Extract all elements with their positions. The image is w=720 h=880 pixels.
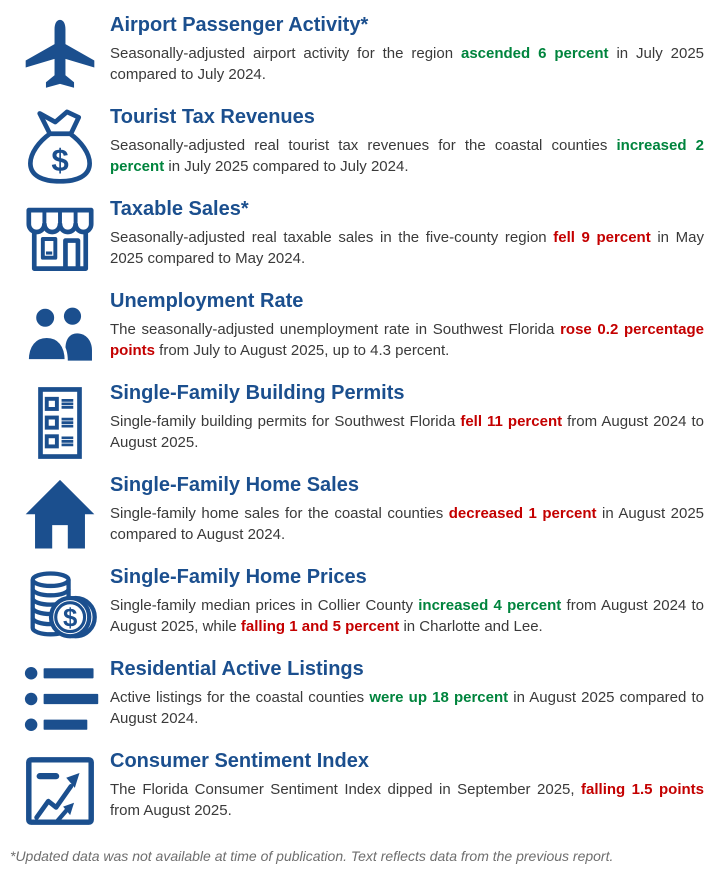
report-section: $ Single-Family Home Prices Single-famil…	[10, 564, 706, 656]
body-text: from July to August 2025, up to 4.3 perc…	[155, 342, 450, 360]
svg-text:$: $	[63, 605, 77, 633]
section-body: Seasonally-adjusted airport activity for…	[110, 43, 704, 86]
section-text: Taxable Sales* Seasonally-adjusted real …	[110, 196, 706, 270]
trend-highlight: fell 9 percent	[553, 229, 651, 246]
report-section: Single-Family Home Sales Single-family h…	[10, 472, 706, 564]
body-text: Single-family median prices in Collier C…	[110, 597, 419, 614]
footnote: *Updated data was not available at time …	[10, 848, 614, 864]
section-body: Active listings for the coastal counties…	[110, 687, 704, 730]
body-text: from August 2024 to August 2025.	[110, 413, 704, 452]
line-chart-icon	[10, 748, 110, 834]
body-text: Single-family building permits for South…	[110, 413, 461, 430]
people-icon	[10, 288, 110, 374]
section-title: Tourist Tax Revenues	[110, 106, 315, 128]
section-title: Single-Family Home Prices	[110, 566, 367, 588]
house-icon	[10, 472, 110, 558]
body-text: in May 2025 compared to May 2024.	[110, 229, 704, 268]
body-text: from August 2025.	[110, 802, 232, 820]
section-text: Single-Family Home Sales Single-family h…	[110, 472, 706, 546]
body-text: in August 2025 compared to August 2024.	[110, 505, 705, 544]
report-section: Single-Family Building Permits Single-fa…	[10, 380, 706, 472]
report-section: Consumer Sentiment Index The Florida Con…	[10, 748, 706, 840]
storefront-icon	[10, 196, 110, 282]
bullet-list-icon	[10, 656, 110, 742]
body-text: Active listings for the coastal counties	[110, 689, 370, 706]
report-section: Unemployment Rate The seasonally-adjuste…	[10, 288, 706, 380]
report-section: Taxable Sales* Seasonally-adjusted real …	[10, 196, 706, 288]
trend-highlight: increased 4 percent	[418, 597, 562, 614]
section-body: The seasonally-adjusted unemployment rat…	[110, 319, 704, 362]
sections-list: Airport Passenger Activity* Seasonally-a…	[10, 12, 706, 840]
trend-highlight: fell 11 percent	[460, 413, 563, 430]
section-body: Seasonally-adjusted real tourist tax rev…	[110, 135, 704, 178]
svg-text:$: $	[51, 143, 68, 178]
section-title: Airport Passenger Activity*	[110, 14, 369, 36]
section-text: Residential Active Listings Active listi…	[110, 656, 706, 730]
body-text: in July 2025 compared to July 2024.	[164, 158, 409, 176]
report-section: $ Tourist Tax Revenues Seasonally-adjust…	[10, 104, 706, 196]
section-body: Single-family median prices in Collier C…	[110, 595, 704, 638]
section-text: Consumer Sentiment Index The Florida Con…	[110, 748, 706, 822]
section-text: Tourist Tax Revenues Seasonally-adjusted…	[110, 104, 706, 178]
trend-highlight: falling 1.5 points	[581, 781, 704, 798]
section-title: Residential Active Listings	[110, 658, 364, 680]
section-body: The Florida Consumer Sentiment Index dip…	[110, 779, 704, 822]
section-title: Taxable Sales*	[110, 198, 249, 220]
airplane-icon	[10, 12, 110, 98]
section-body: Single-family building permits for South…	[110, 411, 704, 454]
section-title: Single-Family Building Permits	[110, 382, 405, 404]
section-text: Unemployment Rate The seasonally-adjuste…	[110, 288, 706, 362]
body-text: Seasonally-adjusted airport activity for…	[110, 45, 461, 62]
checklist-document-icon	[10, 380, 110, 466]
trend-highlight: were up 18 percent	[369, 689, 509, 706]
report-section: Residential Active Listings Active listi…	[10, 656, 706, 748]
trend-highlight: decreased 1 percent	[448, 505, 597, 522]
trend-highlight: increased 2 percent	[110, 137, 704, 176]
body-text: Single-family home sales for the coastal…	[110, 505, 449, 522]
body-text: in August 2025 compared to August 2024.	[110, 689, 705, 728]
section-title: Unemployment Rate	[110, 290, 304, 312]
section-body: Single-family home sales for the coastal…	[110, 503, 704, 546]
report-section: Airport Passenger Activity* Seasonally-a…	[10, 12, 706, 104]
body-text: Seasonally-adjusted real taxable sales i…	[110, 229, 554, 246]
section-title: Single-Family Home Sales	[110, 474, 359, 496]
trend-highlight: rose 0.2 percentage points	[110, 321, 705, 360]
body-text: in July 2025 compared to July 2024.	[110, 45, 705, 84]
trend-highlight: ascended 6 percent	[460, 45, 609, 62]
money-bag-icon: $	[10, 104, 110, 190]
section-text: Airport Passenger Activity* Seasonally-a…	[110, 12, 706, 86]
body-text: The Florida Consumer Sentiment Index dip…	[110, 781, 582, 798]
body-text: from August 2024 to August 2025, while	[110, 597, 705, 636]
body-text: The seasonally-adjusted unemployment rat…	[110, 321, 561, 338]
section-text: Single-Family Building Permits Single-fa…	[110, 380, 706, 454]
body-text: Seasonally-adjusted real tourist tax rev…	[110, 137, 617, 154]
section-body: Seasonally-adjusted real taxable sales i…	[110, 227, 704, 270]
coins-icon: $	[10, 564, 110, 650]
trend-highlight: falling 1 and 5 percent	[240, 618, 400, 636]
section-text: Single-Family Home Prices Single-family …	[110, 564, 706, 638]
body-text: in Charlotte and Lee.	[399, 618, 543, 636]
section-title: Consumer Sentiment Index	[110, 750, 369, 772]
